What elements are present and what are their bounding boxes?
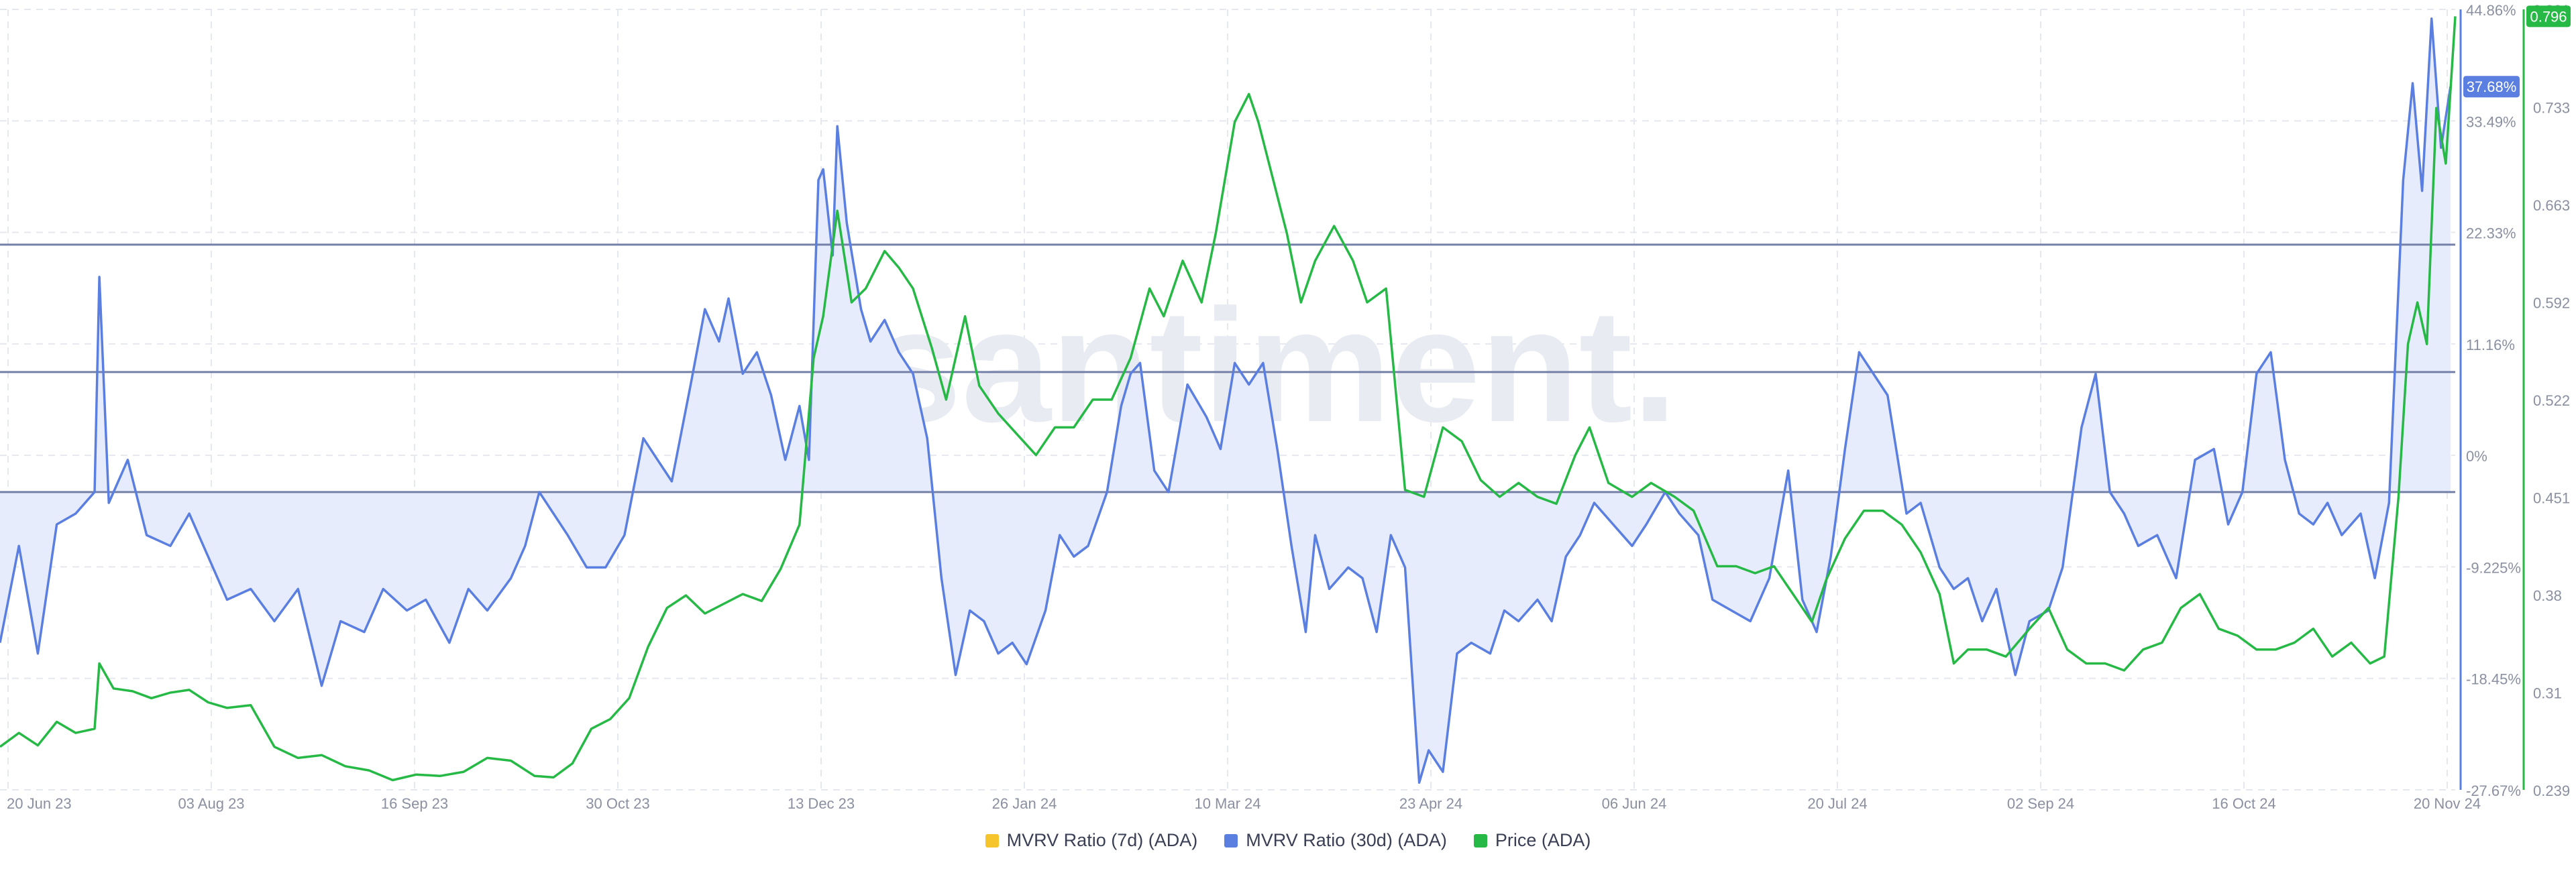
legend-swatch-mvrv-30d: [1224, 833, 1238, 848]
y-right-tick-label: 0.592: [2533, 295, 2570, 312]
x-tick-label: 26 Jan 24: [992, 795, 1057, 812]
x-tick-label: 23 Apr 24: [1399, 795, 1462, 812]
y-right-tick-label: 0.38: [2533, 587, 2562, 604]
y-left-tick-label: -27.67%: [2466, 782, 2521, 799]
legend-label-price: Price (ADA): [1495, 830, 1591, 850]
mvrv-30d-current-badge: [2463, 76, 2520, 98]
x-tick-label: 03 Aug 23: [178, 795, 244, 812]
reference-lines: [0, 243, 2455, 493]
x-tick-label: 20 Jun 23: [7, 795, 72, 812]
legend-label-mvrv-30d: MVRV Ratio (30d) (ADA): [1246, 830, 1447, 850]
watermark: santiment.: [872, 276, 1677, 455]
y-right-tick-label: 0.663: [2533, 197, 2570, 214]
legend-swatch-price: [1473, 833, 1487, 848]
x-tick-label: 20 Jul 24: [1807, 795, 1867, 812]
legend: MVRV Ratio (7d) (ADA) MVRV Ratio (30d) (…: [0, 830, 2576, 851]
y-right-tick-label: 0.522: [2533, 392, 2570, 409]
legend-item-mvrv-30d[interactable]: MVRV Ratio (30d) (ADA): [1224, 830, 1447, 851]
x-tick-label: 13 Dec 23: [788, 795, 855, 812]
x-tick-label: 02 Sep 24: [2007, 795, 2074, 812]
axes: 44.86% 33.49% 22.33% 11.16% 0% -9.225% -18.45%…: [7, 2, 2570, 812]
y-left-tick-label: 44.86%: [2466, 2, 2516, 19]
y-left-tick-label: -9.225%: [2466, 559, 2521, 576]
legend-item-mvrv-7d[interactable]: MVRV Ratio (7d) (ADA): [985, 830, 1198, 851]
mvrv-30d-current-value: 37.68%: [2467, 78, 2517, 95]
legend-swatch-mvrv-7d: [985, 833, 999, 848]
y-right-tick-label: 0.239: [2533, 782, 2570, 799]
series: [0, 16, 2457, 784]
current-value-badges: 37.68% 0.796: [2463, 5, 2571, 98]
price-current-badge: [2526, 5, 2571, 27]
x-tick-label: 16 Oct 24: [2212, 795, 2275, 812]
y-left-tick-label: 11.16%: [2466, 337, 2515, 353]
y-right-tick-label: 0.31: [2533, 685, 2562, 702]
y-right-tick-label: 0.733: [2533, 100, 2570, 117]
x-tick-label: 30 Oct 23: [586, 795, 649, 812]
legend-label-mvrv-7d: MVRV Ratio (7d) (ADA): [1006, 830, 1198, 850]
x-tick-label: 10 Mar 24: [1194, 795, 1260, 812]
x-tick-label: 06 Jun 24: [1602, 795, 1667, 812]
y-left-tick-label: 33.49%: [2466, 113, 2516, 130]
y-left-tick-label: -18.45%: [2466, 671, 2521, 688]
x-tick-label: 20 Nov 24: [2414, 795, 2481, 812]
y-left-tick-label: 0%: [2466, 448, 2487, 465]
y-right-tick-label: 0.451: [2533, 490, 2570, 507]
x-tick-label: 16 Sep 23: [381, 795, 448, 812]
price-current-value: 0.796: [2530, 8, 2567, 25]
series-line-mvrv-30d: [0, 17, 2452, 784]
series-line-price: [0, 16, 2457, 782]
legend-item-price[interactable]: Price (ADA): [1473, 830, 1591, 851]
y-left-tick-label: 22.33%: [2466, 225, 2516, 242]
